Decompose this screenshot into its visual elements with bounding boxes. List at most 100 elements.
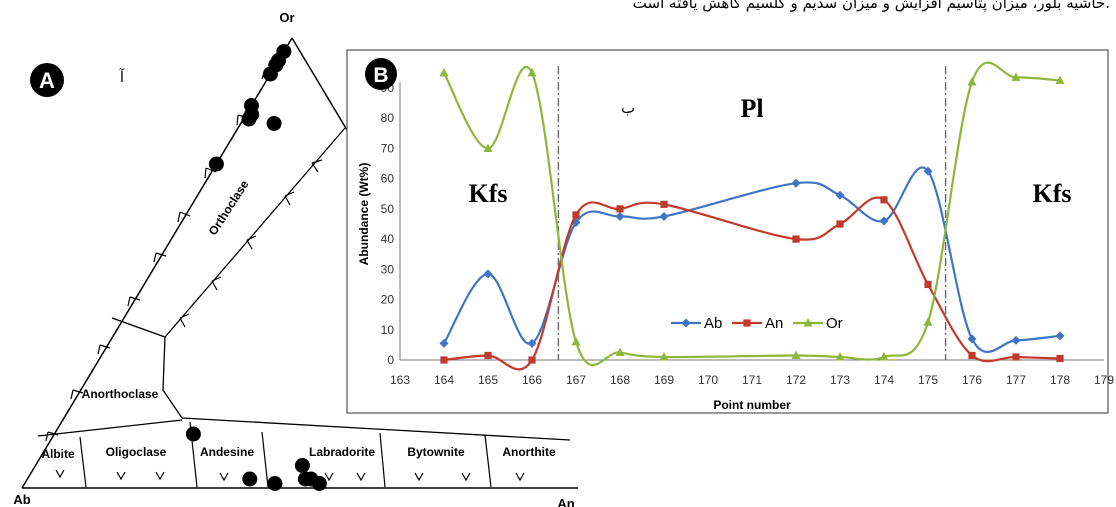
x-tick-label: 176 — [962, 373, 982, 387]
anorthoclase-top-boundary — [111, 317, 166, 338]
data-point-or — [1011, 72, 1021, 81]
series-line-an — [443, 196, 1061, 371]
data-point-or — [923, 317, 933, 326]
y-axis-label: Abundance (Wt%) — [357, 163, 371, 266]
base-arrows — [55, 469, 525, 482]
legend-label-ab: Ab — [704, 315, 722, 332]
data-point-an — [616, 205, 624, 213]
x-tick-label: 173 — [830, 373, 850, 387]
badge-b-letter: B — [373, 64, 388, 87]
x-tick-label: 163 — [390, 373, 410, 387]
panel-b-farsi-label: ب — [621, 99, 635, 117]
data-point-an — [572, 211, 580, 219]
y-tick-label: 50 — [381, 202, 395, 216]
data-point-ab — [483, 269, 493, 279]
left-edge-arrows — [45, 69, 273, 442]
data-point-an — [792, 235, 800, 243]
field-label-orthoclase: Orthoclase — [206, 177, 252, 237]
data-point-or — [439, 67, 449, 77]
data-point-ab — [439, 338, 449, 348]
field-label-anorthite: Anorthite — [502, 445, 556, 459]
data-point-an — [924, 280, 932, 289]
x-tick-label: 167 — [566, 373, 586, 387]
series-an — [440, 196, 1064, 371]
x-tick-label: 174 — [874, 373, 894, 387]
data-point-ab — [527, 338, 537, 348]
data-point-ab — [923, 166, 933, 176]
x-axis-label: Point number — [713, 398, 791, 412]
data-point-or — [835, 351, 845, 361]
field-label-bytownite: Bytownite — [407, 445, 465, 459]
badge-b-circle — [365, 58, 397, 90]
badge-a-circle — [30, 63, 64, 97]
x-tick-label: 178 — [1050, 373, 1070, 387]
data-point-or — [791, 350, 801, 359]
ternary-point — [266, 116, 282, 131]
y-tick-label: 0 — [387, 353, 394, 367]
data-point-or — [571, 336, 581, 346]
series-or — [439, 61, 1065, 367]
ternary-point — [262, 66, 278, 82]
data-point-or — [967, 76, 977, 86]
plagioclase-top-boundary — [37, 419, 183, 437]
data-point-ab — [659, 211, 669, 221]
x-tick-label: 177 — [1006, 373, 1026, 387]
data-point-an — [528, 356, 536, 364]
data-point-ab — [1011, 335, 1021, 345]
vertex-label-ab: Ab — [13, 492, 30, 507]
ternary-point — [276, 44, 292, 59]
badge-a-letter: A — [39, 68, 55, 93]
x-tick-label: 168 — [610, 373, 630, 387]
field-label-oligoclase: Oligoclase — [106, 445, 167, 459]
phase-label-center: Pl — [740, 94, 763, 123]
x-tick-label: 166 — [522, 373, 542, 387]
y-tick-label: 20 — [381, 293, 395, 307]
chart-series — [439, 61, 1065, 371]
x-tick-label: 165 — [478, 373, 498, 387]
legend-marker-ab — [681, 318, 691, 328]
data-point-or — [527, 67, 537, 77]
y-tick-label: 40 — [381, 232, 395, 246]
legend-label-or: Or — [826, 315, 843, 332]
data-point-an — [968, 351, 976, 360]
y-tick-label: 10 — [381, 323, 395, 337]
data-point-or — [483, 143, 493, 152]
x-tick-label: 179 — [1094, 373, 1114, 387]
field-label-albite: Albite — [41, 447, 75, 461]
ternary-point — [241, 111, 257, 127]
vertex-label-an: An — [557, 496, 574, 507]
series-ab — [439, 166, 1065, 353]
y-tick-label: 80 — [381, 111, 395, 125]
phase-label-right: Kfs — [1033, 179, 1072, 208]
data-point-an — [880, 196, 888, 204]
bytownite-anorthite-divider — [484, 434, 492, 488]
data-point-ab — [791, 178, 801, 188]
y-tick-label: 30 — [381, 262, 395, 276]
chart-frame — [346, 49, 1109, 414]
panel-a-farsi-label: آ — [119, 68, 125, 86]
data-point-an — [484, 351, 492, 360]
legend-marker-an — [743, 319, 751, 327]
data-point-or — [879, 351, 889, 361]
anorthoclase-boundary — [162, 336, 571, 441]
labradorite-bytownite-divider — [379, 432, 386, 488]
data-point-an — [1012, 353, 1020, 361]
field-label-labradorite: Labradorite — [309, 445, 375, 459]
field-label-andesine: Andesine — [200, 445, 254, 459]
ternary-diagram: Or Ab An Orthoclase Anorthoclase Albite … — [13, 10, 578, 507]
header-caption: حاشیه بلور، میزان پتاسیم افزایش و میزان … — [632, 0, 1110, 12]
ternary-point — [294, 458, 310, 473]
data-point-ab — [615, 211, 625, 221]
vertex-label-or: Or — [279, 10, 294, 25]
ternary-point — [208, 156, 224, 172]
y-tick-label: 60 — [381, 172, 395, 186]
x-tick-label: 172 — [786, 373, 806, 387]
line-chart: 0102030405060708090163164165166167168169… — [346, 49, 1114, 414]
data-point-ab — [879, 216, 889, 226]
x-tick-label: 171 — [742, 373, 762, 387]
field-label-anorthoclase: Anorthoclase — [82, 387, 159, 401]
data-point-or — [659, 351, 669, 361]
y-tick-label: 70 — [381, 141, 395, 155]
inner-edge-arrows — [179, 159, 323, 328]
legend-marker-or — [803, 318, 813, 327]
